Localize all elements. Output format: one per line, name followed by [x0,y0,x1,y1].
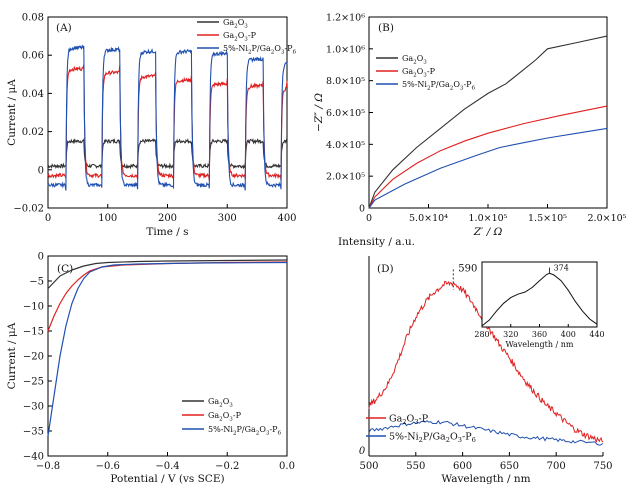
panel-c-ylabel: Current / μA [6,322,18,389]
panel-d-inset-frame [481,261,598,328]
panel-a-legend-label: 5%-Ni2P/Ga2O3-P6 [223,44,297,56]
panel-b-legend-label: 5%-Ni2P/Ga2O3-P6 [402,80,476,92]
panel-d-inset-xtick-label: 320 [503,330,518,339]
panel-d-inset-peak-label: 374 [554,263,569,272]
panel-c-ytick-label: −15 [23,327,44,338]
panel-c-ytick-label: −40 [23,452,44,463]
panel-b-ytick-label: 0 [359,204,365,215]
panel-c-legend-label: Ga2O3 [208,397,233,409]
panel-a-series-0 [47,137,288,170]
panel-c-series-2 [47,261,288,437]
panel-b-ylabel: −Z″ / Ω [313,93,325,132]
panel-c-xtick-label: −0.4 [155,461,179,472]
panel-c-xtick-label: 0.0 [279,461,295,472]
panel-a-ytick-label: 0.04 [22,89,44,100]
panel-b-ytick-label: 1.2×10⁶ [326,13,365,24]
panel-a-ytick-label: 0 [38,165,44,176]
panel-d-peak-label: 590 [458,263,477,274]
panel-a-ytick-label: 0.02 [22,127,44,138]
panel-b-ytick-label: 4.0×10⁵ [326,140,365,151]
panel-d-xtick-label: 650 [500,461,519,472]
panel-b-series-0 [368,35,608,209]
panel-c-legend-label: 5%-Ni2P/Ga2O3-P6 [208,425,282,437]
panel-b-tag: (B) [378,22,394,34]
panel-d-xtick-label: 500 [359,461,378,472]
panel-a-xtick-label: 0 [45,213,51,224]
panel-a-ytick-label: −0.02 [13,204,44,215]
panel-d-tag: (D) [377,263,394,275]
panel-a-ytick-label: 0.08 [22,13,44,24]
panel-d-origin-label: 0 [359,446,366,457]
panel-d-xtick-label: 700 [547,461,566,472]
panel-d-legend-label: Ga2O3-P [389,414,429,427]
panel-c-xtick-label: −0.2 [215,461,239,472]
panel-a-series-1 [47,64,288,181]
panel-a-tag: (A) [56,22,72,34]
panel-b-series-2 [368,127,608,209]
panel-c-ytick-label: 0 [38,252,44,263]
panel-b-ytick-label: 2.0×10⁵ [326,172,365,183]
panel-d-inset-series [481,272,598,327]
panel-c: −0.8 −0.6 −0.4 −0.2 0.0 −40 −35 −30 −25 −20 −15 −10… [6,252,295,486]
panel-a-xtick-label: 400 [277,213,296,224]
panel-a: 0 100 200 300 400−0.0200.020.040.060.08Time … [6,13,297,239]
panel-a-legend-label: Ga2O3-P [223,31,257,43]
panel-a-series-2 [47,44,288,191]
panel-b-xtick-label: 1.0×10⁵ [469,213,508,224]
panel-b: 0 5.0×10⁴ 1.0×10⁵ 1.5×10⁵ 2.0×10⁵ 0 2.0×10⁵ 4.0… [313,13,626,239]
panel-d-series-1 [368,419,604,446]
panel-d-inset-xtick-label: 360 [532,330,547,339]
panel-b-frame [368,16,608,209]
panel-d-inset-xtick-label: 280 [474,330,489,339]
panel-a-legend-label: Ga2O3 [223,18,248,30]
panel-b-series-1 [368,105,608,209]
panel-d-inset-xtick-label: 400 [561,330,576,339]
panel-b-legend-label: Ga2O3-P [402,67,436,79]
panel-c-series-1 [47,261,288,332]
panel-b-xtick-label: 0 [366,213,372,224]
panel-b-xtick-label: 1.5×10⁵ [528,213,567,224]
panel-d-xtick-label: 550 [406,461,425,472]
panel-c-legend-label: Ga2O3-P [208,411,242,423]
panel-c-ytick-label: −10 [23,302,44,313]
panel-d-legend-label: 5%-Ni2P/Ga2O3-P6 [389,432,476,445]
panel-c-xtick-label: −0.8 [36,461,60,472]
panel-d-inset-xtick-label: 440 [589,330,604,339]
panel-c-ytick-label: −25 [23,377,44,388]
panel-d: 500 550 600 650 700 750 0 Wavelength / nm Intens… [338,236,613,485]
panel-d-inset-xlabel: Wavelength / nm [505,340,573,349]
panel-d-ylabel: Intensity / a.u. [338,236,415,248]
panel-b-ytick-label: 8.0×10⁵ [326,76,365,87]
panel-b-xtick-label: 5.0×10⁴ [409,213,448,224]
panel-d-xlabel: Wavelength / nm [441,473,530,485]
panel-a-xlabel: Time / s [146,226,188,238]
panel-a-ytick-label: 0.06 [22,51,44,62]
panel-b-xlabel: Z′ / Ω [473,226,503,238]
panel-b-legend-label: Ga2O3 [402,54,427,66]
panel-c-xlabel: Potential / V (vs SCE) [110,473,224,485]
panel-c-xtick-label: −0.6 [96,461,120,472]
panel-a-xtick-label: 200 [158,213,177,224]
panel-c-ytick-label: −30 [23,402,44,413]
panel-a-xtick-label: 300 [218,213,237,224]
panel-c-series-0 [47,259,288,289]
panel-a-ylabel: Current / μA [6,79,18,146]
panel-d-xtick-label: 600 [453,461,472,472]
panel-d-xtick-label: 750 [593,461,612,472]
panel-c-ytick-label: −35 [23,427,44,438]
panel-b-ytick-label: 6.0×10⁵ [326,108,365,119]
panel-c-ytick-label: −5 [29,277,44,288]
panel-b-xtick-label: 2.0×10⁵ [588,213,626,224]
panel-a-xtick-label: 100 [98,213,117,224]
panel-c-ytick-label: −20 [23,352,44,363]
panel-b-ytick-label: 1.0×10⁶ [326,44,365,55]
